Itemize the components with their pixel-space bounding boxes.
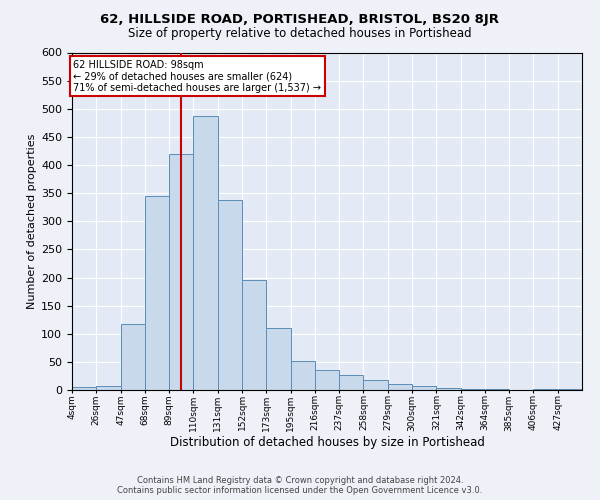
Bar: [169, 154, 193, 390]
Bar: [339, 375, 364, 390]
Bar: [218, 200, 242, 390]
X-axis label: Distribution of detached houses by size in Portishead: Distribution of detached houses by size …: [170, 436, 484, 449]
Text: 62 HILLSIDE ROAD: 98sqm
← 29% of detached houses are smaller (624)
71% of semi-d: 62 HILLSIDE ROAD: 98sqm ← 29% of detache…: [73, 60, 321, 93]
Bar: [558, 389, 582, 390]
Bar: [242, 280, 266, 390]
Bar: [193, 116, 218, 390]
Y-axis label: Number of detached properties: Number of detached properties: [27, 134, 37, 309]
Bar: [145, 196, 169, 390]
Bar: [290, 361, 315, 390]
Bar: [364, 380, 388, 390]
Bar: [72, 387, 96, 390]
Text: Size of property relative to detached houses in Portishead: Size of property relative to detached ho…: [128, 28, 472, 40]
Text: 62, HILLSIDE ROAD, PORTISHEAD, BRISTOL, BS20 8JR: 62, HILLSIDE ROAD, PORTISHEAD, BRISTOL, …: [101, 12, 499, 26]
Bar: [121, 324, 145, 390]
Bar: [266, 328, 290, 390]
Bar: [96, 386, 121, 390]
Bar: [388, 384, 412, 390]
Bar: [315, 370, 339, 390]
Bar: [412, 386, 436, 390]
Bar: [436, 388, 461, 390]
Text: Contains HM Land Registry data © Crown copyright and database right 2024.
Contai: Contains HM Land Registry data © Crown c…: [118, 476, 482, 495]
